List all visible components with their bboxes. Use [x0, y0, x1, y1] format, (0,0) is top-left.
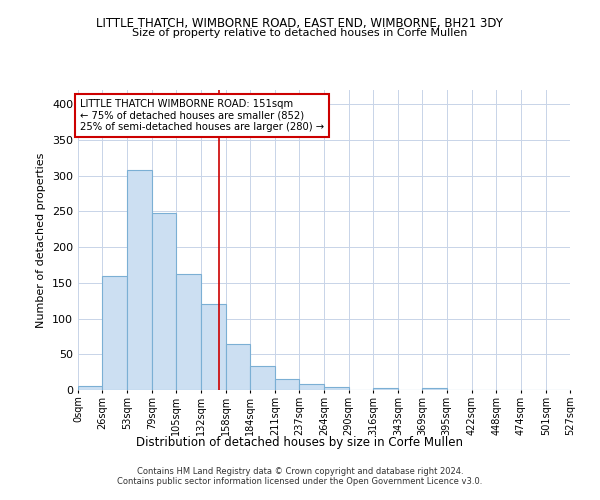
Y-axis label: Number of detached properties: Number of detached properties: [37, 152, 46, 328]
Bar: [299, 384, 325, 390]
Bar: [152, 213, 176, 390]
Bar: [325, 387, 349, 390]
Bar: [102, 276, 127, 390]
Bar: [201, 304, 226, 390]
Bar: [373, 388, 398, 390]
Text: Contains HM Land Registry data © Crown copyright and database right 2024.: Contains HM Land Registry data © Crown c…: [137, 467, 463, 476]
Text: LITTLE THATCH WIMBORNE ROAD: 151sqm
← 75% of detached houses are smaller (852)
2: LITTLE THATCH WIMBORNE ROAD: 151sqm ← 75…: [80, 98, 324, 132]
Text: LITTLE THATCH, WIMBORNE ROAD, EAST END, WIMBORNE, BH21 3DY: LITTLE THATCH, WIMBORNE ROAD, EAST END, …: [97, 18, 503, 30]
Bar: [422, 388, 447, 390]
Text: Contains public sector information licensed under the Open Government Licence v3: Contains public sector information licen…: [118, 477, 482, 486]
Bar: [275, 378, 299, 390]
Bar: [78, 386, 102, 390]
Text: Size of property relative to detached houses in Corfe Mullen: Size of property relative to detached ho…: [133, 28, 467, 38]
Bar: [226, 344, 250, 390]
Bar: [127, 170, 152, 390]
Bar: [176, 274, 201, 390]
Bar: [250, 366, 275, 390]
Text: Distribution of detached houses by size in Corfe Mullen: Distribution of detached houses by size …: [137, 436, 464, 449]
